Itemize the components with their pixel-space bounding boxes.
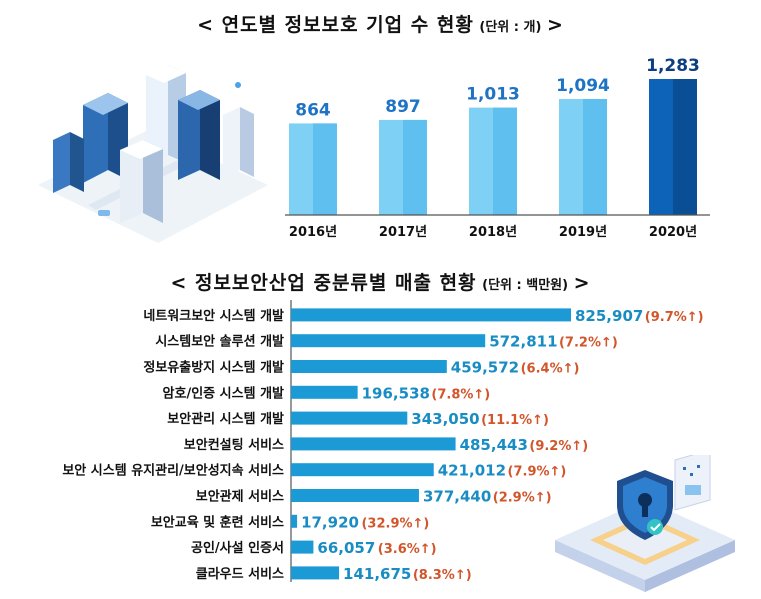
- growth-label: (2.9%↑): [493, 491, 552, 506]
- bar: [291, 411, 408, 425]
- bar-value-label: 1,094: [556, 76, 610, 96]
- category-label: 보안교육 및 훈련 서비스: [151, 514, 284, 530]
- growth-label: (6.4%↑): [521, 362, 580, 377]
- growth-label: (8.3%↑): [413, 568, 472, 583]
- city-illustration: [38, 65, 268, 243]
- growth-label: (7.8%↑): [431, 387, 490, 402]
- bar-value-label: 343,050: [411, 410, 479, 428]
- building-icon: [53, 132, 84, 193]
- category-label: 보안컨설팅 서비스: [184, 437, 284, 453]
- bar-rows: 네트워크보안 시스템 개발 825,907 (9.7%↑) 시스템보안 솔루션 개발 5…: [62, 307, 703, 583]
- signal-icon: [235, 82, 241, 88]
- bar: [291, 489, 419, 502]
- bar-shade: [673, 79, 697, 215]
- bar-value-label: 864: [295, 100, 331, 120]
- growth-label: (3.6%↑): [378, 542, 437, 557]
- bar: [291, 566, 340, 580]
- x-tick-label: 2020년: [649, 225, 697, 240]
- bar: [291, 540, 314, 554]
- security-illustration: [555, 455, 735, 592]
- growth-label: (7.9%↑): [508, 465, 567, 480]
- building-icon: [120, 140, 163, 223]
- bar: [291, 334, 486, 348]
- building-icon: [223, 107, 254, 178]
- bar-value-label: 377,440: [423, 488, 491, 506]
- title-end: >: [573, 272, 591, 294]
- category-label: 보안관리 시스템 개발: [167, 411, 284, 427]
- x-tick-label: 2017년: [379, 225, 427, 240]
- check-icon: [647, 519, 663, 535]
- x-tick-label: 2018년: [469, 225, 517, 240]
- bar-value-label: 196,538: [362, 384, 430, 402]
- building-icon: [178, 90, 220, 180]
- category-label: 클라우드 서비스: [196, 566, 284, 582]
- bar-value-label: 17,920: [301, 513, 359, 531]
- bar-shade: [493, 107, 517, 215]
- category-label: 보안 시스템 유지관리/보안성지속 서비스: [62, 463, 284, 479]
- bar: [291, 463, 434, 477]
- bar-value-label: 1,013: [466, 85, 520, 105]
- bar-value-label: 66,057: [317, 539, 375, 557]
- growth-label: (32.9%↑): [361, 516, 429, 531]
- bar-value-label: 897: [385, 97, 421, 117]
- bar: [291, 308, 571, 322]
- x-tick-group: 2016년 2017년 2018년 2019년 2020년: [289, 225, 697, 240]
- growth-label: (7.2%↑): [559, 336, 618, 351]
- category-label: 정보유출방지 시스템 개발: [143, 360, 284, 376]
- value-label-group: 864 897 1,013 1,094 1,283: [295, 56, 700, 120]
- bar-value-label: 485,443: [460, 436, 528, 454]
- title-text: < 연도별 정보보호 기업 수 현황: [197, 14, 474, 36]
- title-text: < 정보보안산업 중분류별 매출 현황: [170, 272, 477, 294]
- unit-text: (단위 : 백만원): [482, 278, 569, 293]
- chart-title-companies: < 연도별 정보보호 기업 수 현황 (단위 : 개) >: [0, 10, 761, 37]
- growth-label: (9.7%↑): [645, 310, 704, 325]
- bar-value-label: 421,012: [438, 462, 506, 480]
- car-icon: [98, 210, 110, 216]
- bar-value-label: 459,572: [451, 359, 519, 377]
- category-label: 암호/인증 시스템 개발: [163, 385, 284, 401]
- bar: [291, 437, 456, 451]
- bar: [291, 385, 358, 399]
- bar-shade: [403, 119, 427, 215]
- bar-shade: [313, 123, 337, 215]
- revenue-chart: 네트워크보안 시스템 개발 825,907 (9.7%↑) 시스템보안 솔루션 개발 5…: [62, 300, 704, 583]
- bar: [291, 360, 447, 373]
- bar-value-label: 825,907: [575, 307, 643, 325]
- category-label: 네트워크보안 시스템 개발: [143, 308, 284, 324]
- title-end: >: [547, 14, 564, 36]
- category-label: 보안관제 서비스: [196, 489, 284, 505]
- bar-value-label: 141,675: [343, 565, 411, 583]
- bar-shade: [583, 99, 607, 215]
- unit-text: (단위 : 개): [479, 20, 542, 35]
- growth-label: (11.1%↑): [481, 413, 549, 428]
- chart-title-revenue: < 정보보안산업 중분류별 매출 현황 (단위 : 백만원) >: [0, 268, 761, 295]
- category-label: 공인/사설 인증서: [191, 540, 284, 556]
- bar-value-label: 1,283: [646, 56, 700, 76]
- x-tick-label: 2019년: [559, 225, 607, 240]
- growth-label: (9.2%↑): [529, 439, 588, 454]
- category-label: 시스템보안 솔루션 개발: [155, 334, 284, 350]
- screen-panel: [674, 455, 711, 511]
- bar-value-label: 572,811: [489, 333, 557, 351]
- bar-group: [289, 79, 697, 215]
- bar: [291, 514, 298, 528]
- x-tick-label: 2016년: [289, 225, 337, 240]
